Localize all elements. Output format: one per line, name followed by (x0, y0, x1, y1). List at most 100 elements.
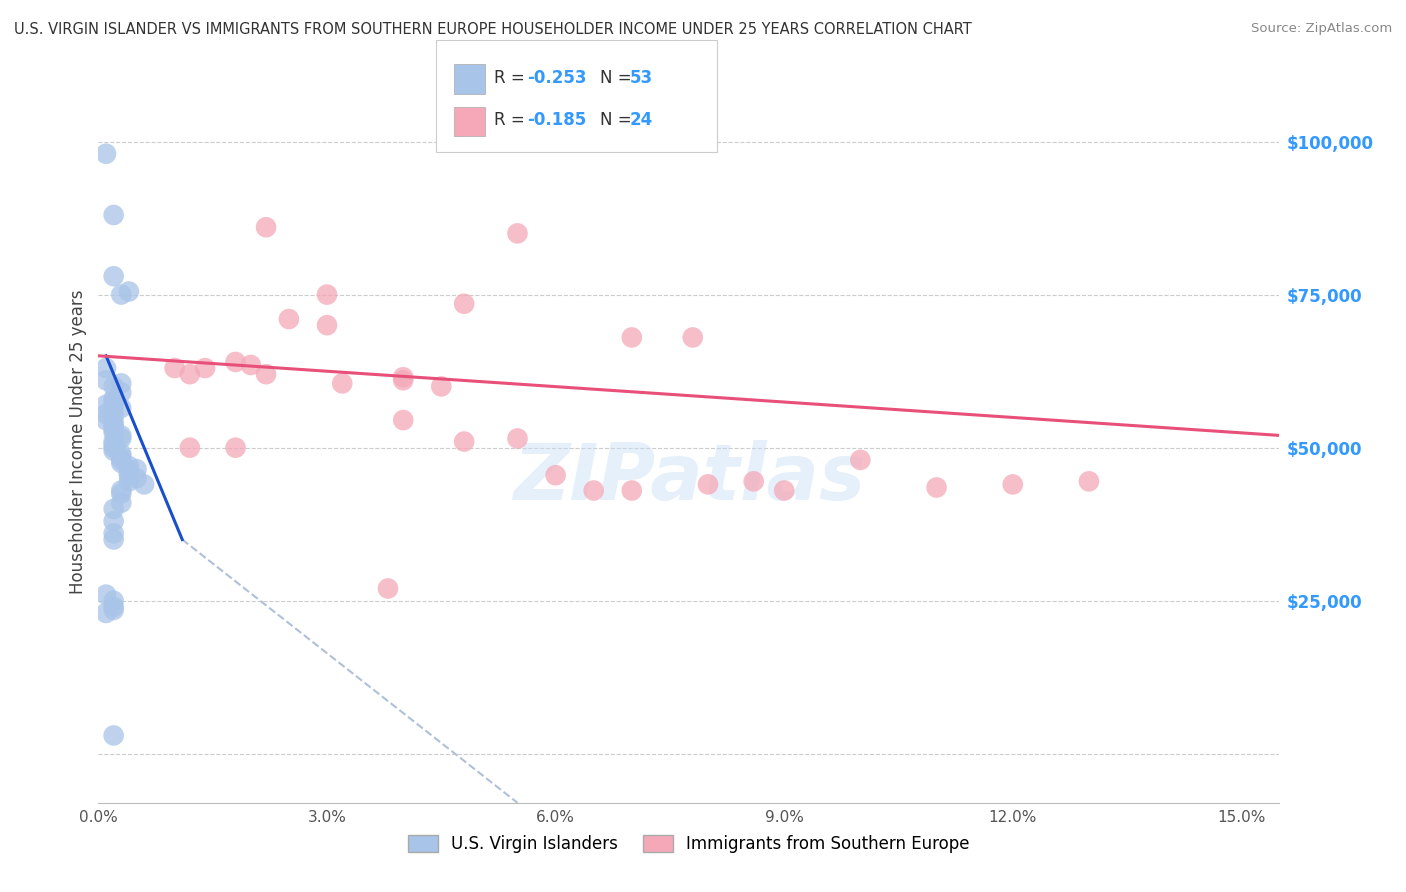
Point (103, 593, 125, 607)
Point (94, 413, 117, 427)
Point (506, 432, 529, 446)
Point (544, 468, 567, 483)
Point (103, 533, 125, 547)
Point (110, 401, 132, 415)
Text: 53: 53 (630, 69, 652, 87)
Point (239, 358, 262, 372)
Point (94, 407, 117, 421)
Text: -0.253: -0.253 (527, 69, 586, 87)
Point (697, 477, 720, 491)
Point (103, 443, 125, 458)
Point (94, 146, 117, 161)
Text: -0.185: -0.185 (527, 112, 586, 129)
Point (103, 410, 125, 425)
Point (110, 376, 132, 391)
Point (103, 398, 125, 412)
Point (506, 227, 529, 241)
Point (110, 486, 132, 500)
Text: U.S. VIRGIN ISLANDER VS IMMIGRANTS FROM SOUTHERN EUROPE HOUSEHOLDER INCOME UNDER: U.S. VIRGIN ISLANDER VS IMMIGRANTS FROM … (14, 22, 972, 37)
Y-axis label: Householder Income Under 25 years: Householder Income Under 25 years (69, 289, 87, 594)
Point (103, 394, 125, 409)
Point (179, 441, 201, 455)
Point (103, 526, 125, 541)
Point (110, 385, 132, 400)
Legend: U.S. Virgin Islanders, Immigrants from Southern Europe: U.S. Virgin Islanders, Immigrants from S… (401, 828, 977, 860)
Point (330, 376, 353, 391)
Text: N =: N = (600, 69, 637, 87)
Point (134, 477, 156, 491)
Point (110, 453, 132, 467)
Point (118, 475, 141, 489)
Point (103, 422, 125, 436)
Point (94, 373, 117, 387)
Point (125, 462, 148, 476)
Text: ZIPatlas: ZIPatlas (513, 440, 865, 516)
Point (392, 413, 415, 427)
Point (94, 588, 117, 602)
Point (620, 483, 643, 498)
Point (110, 450, 132, 464)
Point (453, 434, 475, 449)
Text: R =: R = (494, 69, 530, 87)
Point (110, 447, 132, 461)
Point (94, 398, 117, 412)
Point (103, 434, 125, 449)
Point (925, 480, 948, 494)
Point (620, 330, 643, 344)
Point (254, 220, 277, 235)
Point (1078, 475, 1101, 489)
Point (103, 599, 125, 614)
Point (316, 318, 339, 333)
Point (103, 208, 125, 222)
Point (110, 483, 132, 498)
Point (582, 483, 605, 498)
Point (103, 603, 125, 617)
Point (1001, 477, 1024, 491)
Point (94, 606, 117, 620)
Point (118, 465, 141, 479)
Point (103, 269, 125, 284)
Point (110, 432, 132, 446)
Point (377, 582, 399, 596)
Point (254, 367, 277, 381)
Point (103, 392, 125, 406)
Point (110, 287, 132, 301)
Point (103, 425, 125, 440)
Point (110, 456, 132, 470)
Point (125, 471, 148, 485)
Point (103, 419, 125, 434)
Point (103, 441, 125, 455)
Point (110, 428, 132, 442)
Point (103, 379, 125, 393)
Text: N =: N = (600, 112, 637, 129)
Point (392, 370, 415, 384)
Point (110, 496, 132, 510)
Text: R =: R = (494, 112, 530, 129)
Point (316, 287, 339, 301)
Point (103, 416, 125, 430)
Point (742, 475, 765, 489)
Text: Source: ZipAtlas.com: Source: ZipAtlas.com (1251, 22, 1392, 36)
Point (103, 437, 125, 451)
Point (163, 361, 186, 376)
Point (430, 379, 453, 393)
Point (103, 728, 125, 742)
Point (453, 297, 475, 311)
Point (194, 361, 217, 376)
Point (103, 404, 125, 418)
Point (118, 285, 141, 299)
Point (179, 367, 201, 381)
Point (103, 502, 125, 516)
Point (118, 468, 141, 483)
Point (277, 312, 299, 326)
Point (103, 514, 125, 528)
Point (94, 361, 117, 376)
Point (849, 453, 872, 467)
Point (682, 330, 704, 344)
Point (118, 458, 141, 473)
Point (225, 355, 247, 369)
Point (773, 483, 796, 498)
Text: 24: 24 (630, 112, 654, 129)
Point (392, 373, 415, 387)
Point (225, 441, 247, 455)
